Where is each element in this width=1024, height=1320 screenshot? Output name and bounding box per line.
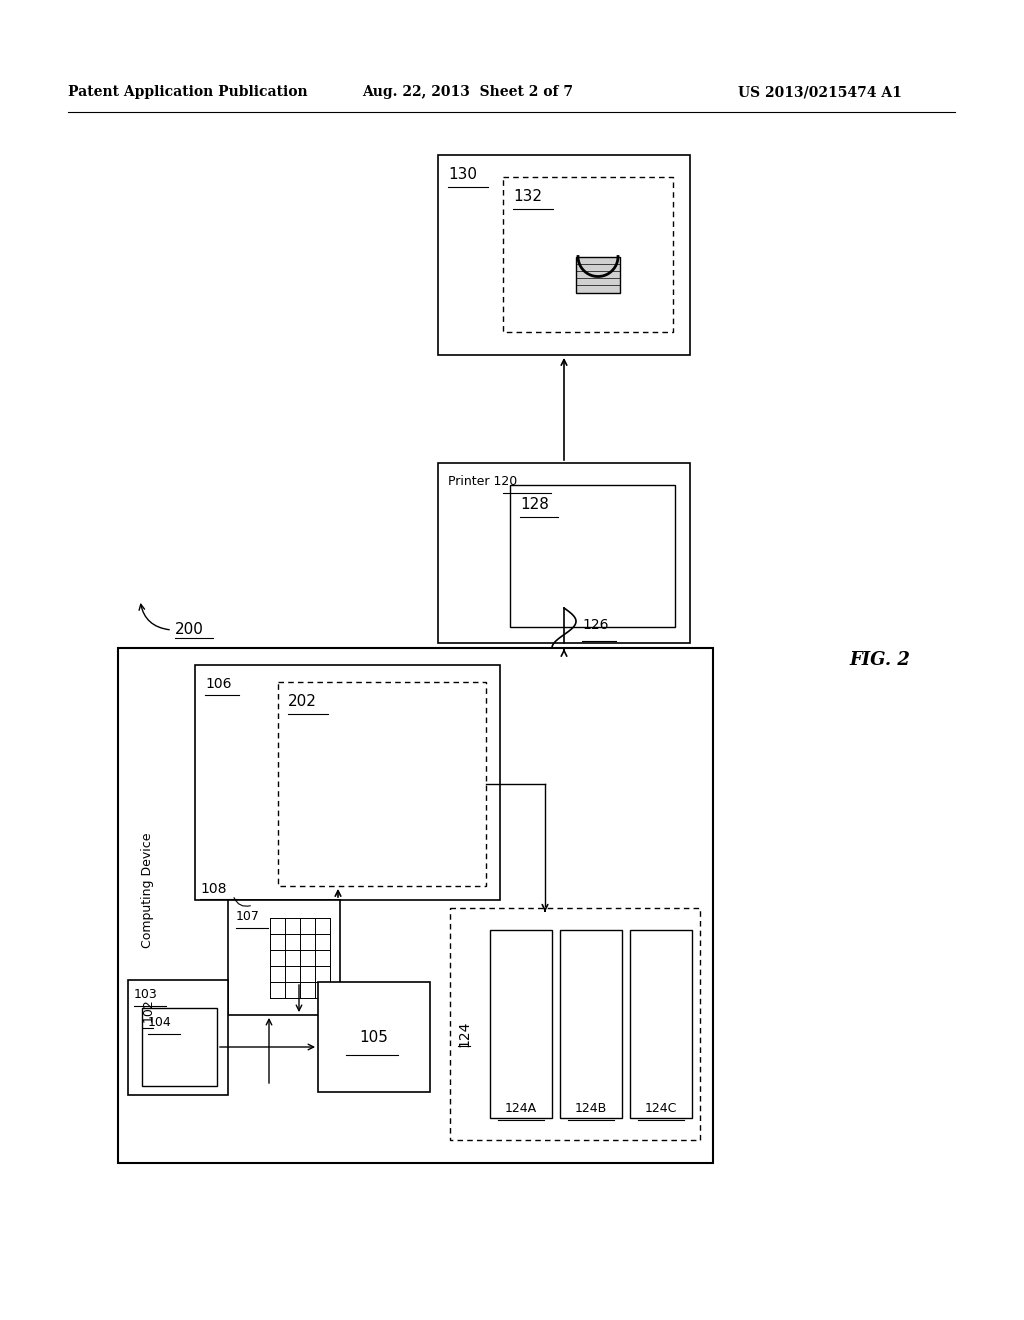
Bar bbox=[560, 931, 622, 1118]
Bar bbox=[450, 908, 700, 1140]
Bar bbox=[575, 256, 620, 293]
Text: Patent Application Publication: Patent Application Publication bbox=[68, 84, 307, 99]
Text: 107: 107 bbox=[236, 909, 260, 923]
Bar bbox=[118, 648, 713, 1163]
Bar bbox=[128, 979, 228, 1096]
Text: FIG. 2: FIG. 2 bbox=[850, 651, 910, 669]
Text: 124B: 124B bbox=[574, 1102, 607, 1115]
Text: 102: 102 bbox=[141, 998, 155, 1022]
Bar bbox=[510, 484, 675, 627]
Text: 128: 128 bbox=[520, 498, 549, 512]
Text: US 2013/0215474 A1: US 2013/0215474 A1 bbox=[738, 84, 902, 99]
Bar bbox=[195, 665, 500, 900]
Text: Aug. 22, 2013  Sheet 2 of 7: Aug. 22, 2013 Sheet 2 of 7 bbox=[362, 84, 573, 99]
Bar bbox=[228, 900, 340, 1015]
Bar bbox=[630, 931, 692, 1118]
Bar bbox=[318, 982, 430, 1092]
Text: 132: 132 bbox=[513, 189, 542, 205]
Text: 124: 124 bbox=[457, 1020, 471, 1047]
Text: 124C: 124C bbox=[645, 1102, 677, 1115]
Bar bbox=[490, 931, 552, 1118]
Text: Printer 120: Printer 120 bbox=[449, 475, 517, 488]
Text: 105: 105 bbox=[359, 1030, 388, 1044]
Text: 124A: 124A bbox=[505, 1102, 537, 1115]
Bar bbox=[438, 463, 690, 643]
Text: Computing Device: Computing Device bbox=[141, 832, 155, 948]
Bar bbox=[278, 682, 486, 886]
Text: 104: 104 bbox=[148, 1016, 172, 1030]
Text: 200: 200 bbox=[175, 622, 204, 638]
Bar bbox=[438, 154, 690, 355]
Text: 202: 202 bbox=[288, 694, 316, 709]
Bar bbox=[503, 177, 673, 333]
Text: 106: 106 bbox=[205, 677, 231, 690]
Text: 130: 130 bbox=[449, 168, 477, 182]
Bar bbox=[142, 1008, 217, 1086]
Text: 126: 126 bbox=[582, 618, 608, 632]
Text: 108: 108 bbox=[200, 882, 226, 896]
Text: 103: 103 bbox=[134, 987, 158, 1001]
